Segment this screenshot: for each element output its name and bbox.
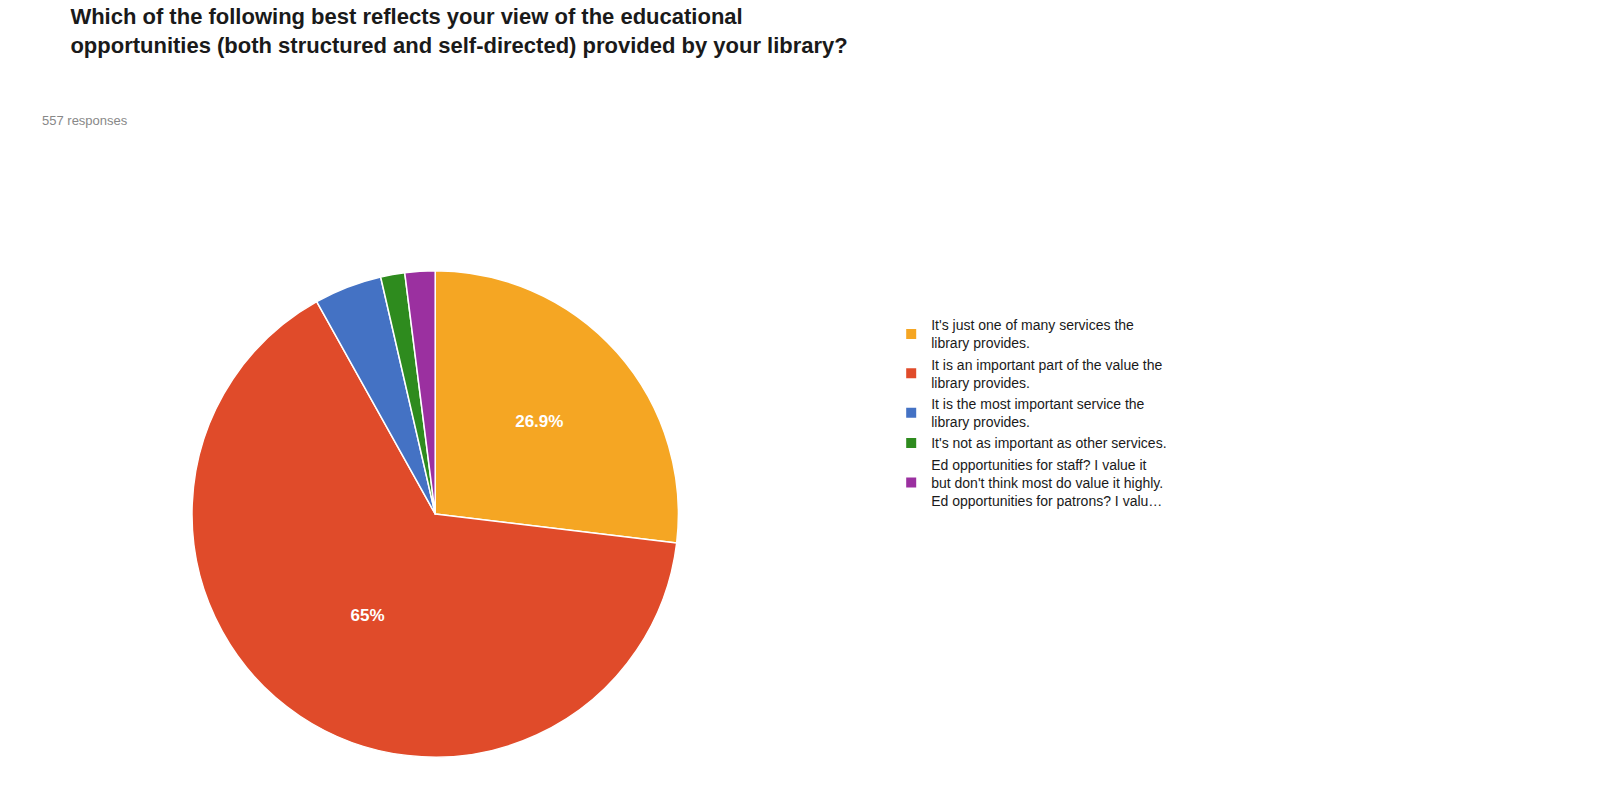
svg-text:It's not as important as other: It's not as important as other services. (931, 435, 1166, 451)
svg-text:65%: 65% (350, 606, 384, 625)
svg-text:It is an important part of the: It is an important part of the value the… (931, 357, 1162, 391)
svg-text:It is the most important servi: It is the most important service thelibr… (931, 396, 1144, 430)
svg-text:It's just one of many services: It's just one of many services thelibrar… (931, 317, 1134, 351)
svg-text:Which of the following best re: Which of the following best reflects you… (70, 4, 847, 58)
svg-text:557 responses: 557 responses (42, 113, 128, 128)
svg-text:Ed opportunities for staff? I: Ed opportunities for staff? I value itbu… (931, 457, 1163, 509)
svg-text:26.9%: 26.9% (515, 412, 563, 431)
